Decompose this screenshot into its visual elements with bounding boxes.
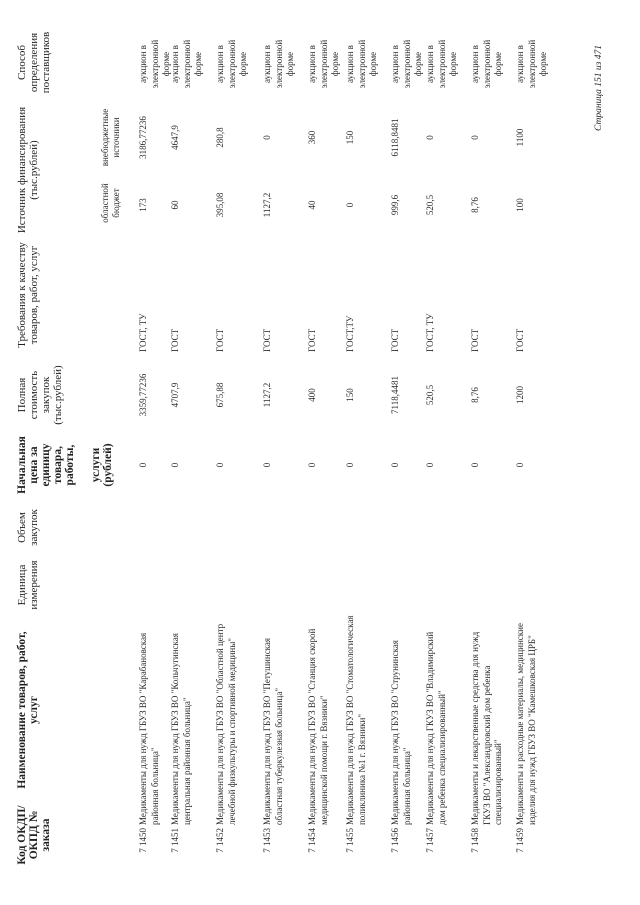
cell-price: 0 <box>345 462 355 468</box>
cell-price: 0 <box>170 462 180 468</box>
cell-code: 7 1457 <box>425 828 435 853</box>
cell-code: 7 1459 <box>515 828 525 853</box>
cell-req: ГОСТ <box>215 328 225 352</box>
cell-regional: 395,08 <box>215 192 225 218</box>
cell-price: 0 <box>515 462 525 468</box>
cell-regional: 173 <box>138 198 148 212</box>
cell-regional: 999,6 <box>390 194 400 216</box>
cell-method: аукцион в электронной форме <box>390 39 423 89</box>
cell-total: 675,88 <box>215 382 225 408</box>
cell-name: Медикаменты для нужд ГБУЗ ВО "Стоматолог… <box>345 615 367 825</box>
cell-regional: 40 <box>307 200 317 210</box>
cell-regional: 1127,2 <box>262 192 272 218</box>
cell-code: 7 1455 <box>345 828 355 853</box>
header-volume: Объем закупок <box>16 509 40 546</box>
cell-method: аукцион в электронной форме <box>515 39 548 89</box>
cell-extra: 0 <box>425 135 435 140</box>
cell-extra: 0 <box>262 135 272 140</box>
cell-total: 400 <box>307 388 317 402</box>
cell-name: Медикаменты для нужд ГБУЗ ВО "Кольчугинс… <box>170 633 192 825</box>
cell-req: ГОСТ, ТУ <box>138 313 148 352</box>
header-unit-price-2: услуги (рублей) <box>90 443 114 487</box>
header-funding-extra: внебюджетные источники <box>100 108 121 167</box>
cell-code: 7 1458 <box>470 828 480 853</box>
cell-extra: 6118,8481 <box>390 118 400 157</box>
page-number: Страница 151 из 471 <box>594 45 604 131</box>
cell-code: 7 1450 <box>138 828 148 853</box>
header-unit-price: Начальная цена за единицу товара, работы… <box>16 436 76 494</box>
cell-method: аукцион в электронной форме <box>262 39 295 89</box>
cell-total: 1200 <box>515 386 525 404</box>
cell-total: 3359,77236 <box>138 373 148 417</box>
cell-price: 0 <box>470 462 480 468</box>
cell-total: 4707,9 <box>170 382 180 408</box>
cell-req: ГОСТ, ТУ <box>425 313 435 352</box>
cell-req: ГОСТ <box>262 328 272 352</box>
cell-name: Медикаменты для нужд ГКУЗ ВО "Владимирск… <box>425 631 447 825</box>
header-method: Способ определения поставщиков <box>16 31 52 94</box>
cell-price: 0 <box>138 462 148 468</box>
cell-req: ГОСТ <box>170 328 180 352</box>
cell-method: аукцион в электронной форме <box>215 39 248 89</box>
cell-name: Медикаменты и лекарственные средства для… <box>470 631 503 825</box>
cell-code: 7 1452 <box>215 828 225 853</box>
cell-req: ГОСТ,ТУ <box>345 315 355 352</box>
cell-method: аукцион в электронной форме <box>425 39 458 89</box>
cell-method: аукцион в электронной форме <box>470 39 503 89</box>
cell-name: Медикаменты и расходные материалы, медиц… <box>515 623 537 825</box>
cell-price: 0 <box>215 462 225 468</box>
cell-method: аукцион в электронной форме <box>345 39 378 89</box>
header-code: Код ОКДП/ ОКПД № заказа <box>16 805 52 865</box>
cell-code: 7 1454 <box>307 828 317 853</box>
cell-extra: 360 <box>307 130 317 145</box>
cell-code: 7 1453 <box>262 828 272 853</box>
cell-regional: 0 <box>345 202 355 208</box>
cell-name: Медикаменты для нужд ГБУЗ ВО "Станция ск… <box>307 628 329 825</box>
cell-price: 0 <box>262 462 272 468</box>
cell-req: ГОСТ <box>470 328 480 352</box>
cell-extra: 3186,77236 <box>138 116 148 159</box>
cell-price: 0 <box>390 462 400 468</box>
cell-code: 7 1451 <box>170 828 180 853</box>
cell-regional: 520,5 <box>425 194 435 216</box>
header-requirements: Требования к качеству товаров, работ, ус… <box>16 242 40 348</box>
header-total: Полная стоимость закупок (тыс.рублей) <box>16 365 64 425</box>
cell-code: 7 1456 <box>390 828 400 853</box>
header-name: Наименование товаров, работ, услуг <box>16 631 40 789</box>
cell-price: 0 <box>425 462 435 468</box>
cell-extra: 280,8 <box>215 127 225 148</box>
cell-extra: 1100 <box>515 128 525 147</box>
cell-regional: 60 <box>170 200 180 210</box>
cell-total: 150 <box>345 388 355 402</box>
cell-method: аукцион в электронной форме <box>138 39 171 89</box>
cell-extra: 0 <box>470 135 480 140</box>
header-funding: Источник финансирования (тыс.рублей) <box>16 106 40 234</box>
cell-name: Медикаменты для нужд ГБУЗ ВО "Областной … <box>215 623 237 825</box>
cell-name: Медикаменты для нужд ГБУЗ ВО "Петушинска… <box>262 637 284 825</box>
cell-method: аукцион в электронной форме <box>170 39 203 89</box>
cell-total: 1127,2 <box>262 382 272 408</box>
cell-req: ГОСТ <box>515 328 525 352</box>
cell-name: Медикаменты для нужд ГБУЗ ВО "Струнинска… <box>390 640 412 825</box>
cell-extra: 150 <box>345 130 355 145</box>
cell-total: 7118,4481 <box>390 376 400 414</box>
cell-total: 520,5 <box>425 384 435 406</box>
cell-req: ГОСТ <box>390 328 400 352</box>
cell-extra: 4647,9 <box>170 125 180 150</box>
header-unit: Единица измерения <box>16 560 40 610</box>
cell-req: ГОСТ <box>307 328 317 352</box>
cell-method: аукцион в электронной форме <box>307 39 340 89</box>
cell-regional: 100 <box>515 198 525 212</box>
cell-name: Медикаменты для нужд ГБУЗ ВО "Карабановс… <box>138 632 160 825</box>
cell-regional: 8,76 <box>470 197 480 213</box>
header-funding-regional: областной бюджет <box>100 183 121 223</box>
cell-price: 0 <box>307 462 317 468</box>
cell-total: 8,76 <box>470 387 480 403</box>
